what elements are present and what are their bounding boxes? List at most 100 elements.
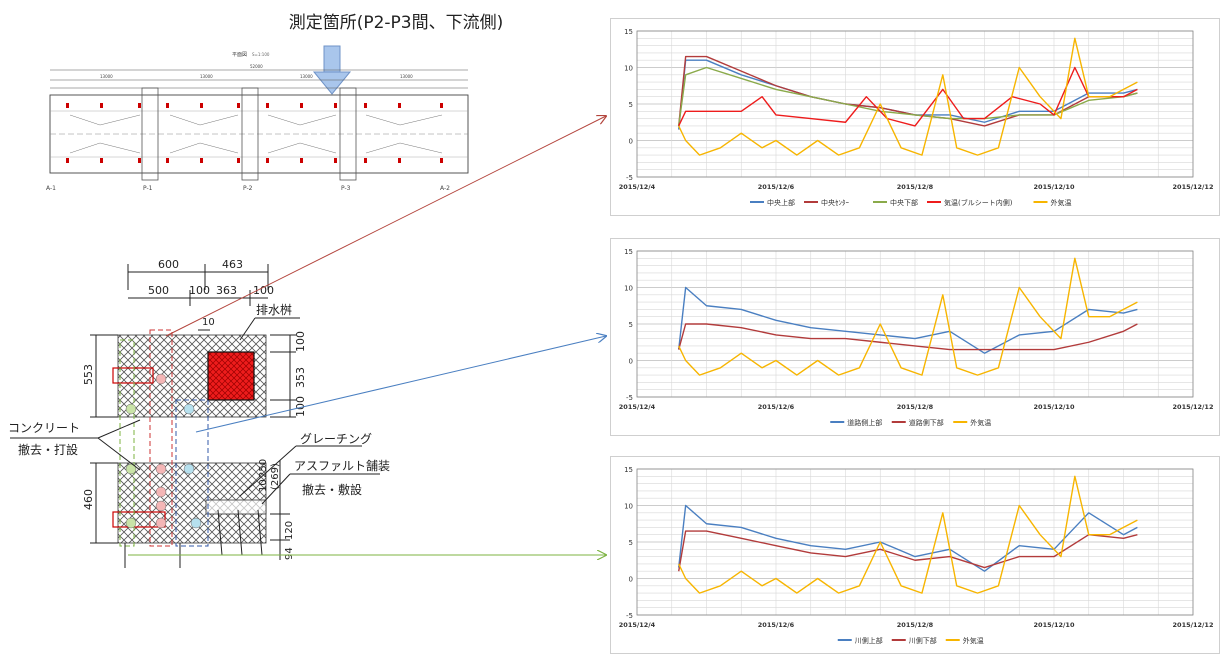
dim-250: 250 <box>258 459 269 478</box>
y-tick-label: 15 <box>624 248 633 256</box>
legend-label: 川側上部 <box>855 636 883 645</box>
y-tick-label: 0 <box>629 138 633 146</box>
plan-drawing: 平面図 S=1:100 52000 13000 13000 13000 1300… <box>46 52 469 192</box>
dim-600: 600 <box>158 258 179 271</box>
x-tick-label: 2015/12/10 <box>1034 183 1075 191</box>
legend-label: 外気温 <box>1051 198 1072 207</box>
plan-span-dim: 13000 <box>100 74 113 79</box>
connector-arrow-center <box>165 116 606 337</box>
dim-10b: 10 <box>258 479 269 492</box>
y-tick-label: 5 <box>629 321 633 329</box>
plan-total-dim: 52000 <box>250 64 263 69</box>
legend-label: 川側下部 <box>909 636 937 645</box>
y-tick-label: -5 <box>626 612 633 620</box>
series-line <box>678 37 1138 156</box>
label-asphalt: アスファルト舗装 <box>294 459 390 473</box>
legend-label: 外気温 <box>970 418 991 427</box>
dim-463: 463 <box>222 258 243 271</box>
plot-area <box>636 250 1194 398</box>
x-tick-label: 2015/12/6 <box>758 621 795 629</box>
plan-span-dim: 13000 <box>300 74 313 79</box>
dim-500: 500 <box>148 284 169 297</box>
y-tick-label: 10 <box>624 503 633 511</box>
y-tick-label: 5 <box>629 539 633 547</box>
y-tick-label: 0 <box>629 576 633 584</box>
label-concrete: コンクリート <box>8 421 80 435</box>
legend-label: 中央上部 <box>767 198 795 207</box>
section-drawing: 600 463 500 100 363 100 10 <box>8 258 390 568</box>
dim-100d: 100 <box>294 396 307 417</box>
legend-label: 道路側上部 <box>847 418 882 427</box>
chart-road-side: -5 0 5 10 15 2015/12/4 2015/12/6 2015/12/8 2015/… <box>610 238 1220 436</box>
y-tick-label: 10 <box>624 285 633 293</box>
x-tick-label: 2015/12/8 <box>897 183 934 191</box>
x-tick-label: 2015/12/4 <box>619 621 656 629</box>
legend-label: 気温(ブルシート内側) <box>944 198 1013 207</box>
y-tick-label: 5 <box>629 101 633 109</box>
connector-arrow-road <box>195 336 606 433</box>
x-tick-label: 2015/12/8 <box>897 621 934 629</box>
label-concrete-sub: 撤去・打設 <box>18 442 78 457</box>
legend-label: 中央下部 <box>890 198 918 207</box>
plan-scale: S=1:100 <box>252 52 270 57</box>
support-label-a2: A-2 <box>440 185 450 192</box>
label-grating: グレーチング <box>300 432 372 446</box>
series-line <box>678 504 1138 572</box>
series-line <box>678 286 1138 354</box>
series-line <box>678 475 1138 594</box>
dim-363: 363 <box>216 284 237 297</box>
x-tick-label: 2015/12/10 <box>1034 403 1075 411</box>
plan-span-dim: 13000 <box>200 74 213 79</box>
support-label-p1: P-1 <box>143 185 153 192</box>
x-tick-label: 2015/12/12 <box>1173 403 1214 411</box>
series-line <box>678 257 1138 376</box>
x-tick-label: 2015/12/6 <box>758 403 795 411</box>
y-tick-label: 15 <box>624 28 633 36</box>
chart-center-svg: -5 0 5 10 15 2015/12/4 2015/12/6 2015/12/8 2015/… <box>619 28 1214 207</box>
measurement-location-title: 測定箇所(P2-P3間、下流側) <box>288 13 504 33</box>
dim-100b: 100 <box>253 284 274 297</box>
label-asphalt-sub: 撤去・敷設 <box>302 482 362 497</box>
y-tick-label: 15 <box>624 466 633 474</box>
chart-river-side: -5 0 5 10 15 2015/12/4 2015/12/6 2015/12/8 2015/… <box>610 456 1220 654</box>
location-indicator-arrow <box>312 45 352 95</box>
series-line <box>678 55 1138 127</box>
x-tick-label: 2015/12/6 <box>758 183 795 191</box>
dim-120: 120 <box>284 521 295 540</box>
y-tick-label: 0 <box>629 358 633 366</box>
support-label-p2: P-2 <box>243 185 253 192</box>
chart-river-side-svg: -5 0 5 10 15 2015/12/4 2015/12/6 2015/12/8 2015/… <box>619 466 1214 645</box>
series-line <box>678 66 1138 126</box>
series-line <box>678 66 1138 127</box>
plot-area <box>636 30 1194 178</box>
x-tick-label: 2015/12/4 <box>619 403 656 411</box>
x-tick-label: 2015/12/12 <box>1173 621 1214 629</box>
chart-center: -5 0 5 10 15 2015/12/4 2015/12/6 2015/12/8 2015/… <box>610 18 1220 216</box>
chart-road-side-svg: -5 0 5 10 15 2015/12/4 2015/12/6 2015/12/8 2015/… <box>619 248 1214 427</box>
y-tick-label: 10 <box>624 65 633 73</box>
plot-area <box>636 468 1194 616</box>
y-tick-label: -5 <box>626 394 633 402</box>
legend-label: 道路側下部 <box>909 418 944 427</box>
plan-span-dim: 13000 <box>400 74 413 79</box>
plan-label: 平面図 <box>232 52 247 58</box>
dim-10: 10 <box>202 317 215 328</box>
dim-100c: 100 <box>294 331 307 352</box>
legend-label: 中央ｾﾝﾀｰ <box>821 198 849 207</box>
dim-460: 460 <box>82 489 95 510</box>
dim-553: 553 <box>82 364 95 385</box>
y-tick-label: -5 <box>626 174 633 182</box>
label-drain-basin: 排水桝 <box>256 302 292 317</box>
x-tick-label: 2015/12/8 <box>897 403 934 411</box>
dim-269: (269) <box>270 463 281 490</box>
x-tick-label: 2015/12/4 <box>619 183 656 191</box>
x-tick-label: 2015/12/12 <box>1173 183 1214 191</box>
support-label-a1: A-1 <box>46 185 56 192</box>
legend-label: 外気温 <box>963 636 984 645</box>
dim-100a: 100 <box>189 284 210 297</box>
dim-94: 94 <box>284 547 295 560</box>
series-line <box>678 323 1138 351</box>
support-label-p3: P-3 <box>341 185 351 192</box>
